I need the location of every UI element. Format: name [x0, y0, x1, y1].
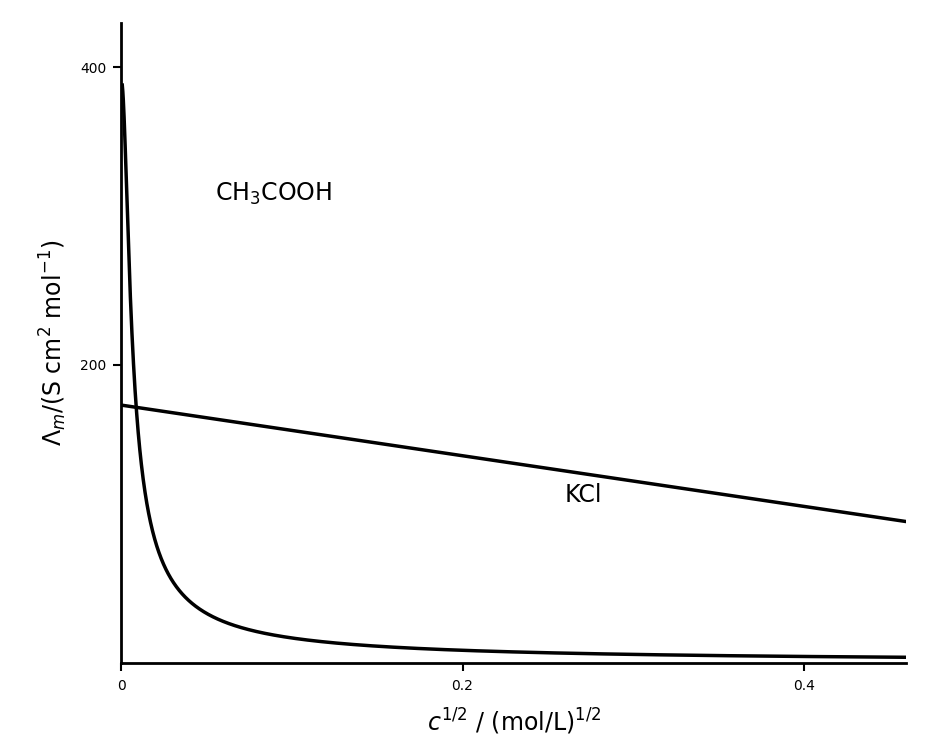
Text: CH$_3$COOH: CH$_3$COOH — [215, 181, 333, 207]
Text: KCl: KCl — [565, 483, 602, 507]
Y-axis label: $\Lambda_m$/(S cm$^2$ mol$^{-1}$): $\Lambda_m$/(S cm$^2$ mol$^{-1}$) — [37, 239, 69, 446]
X-axis label: $c^{1/2}$ / (mol/L)$^{1/2}$: $c^{1/2}$ / (mol/L)$^{1/2}$ — [427, 707, 601, 737]
